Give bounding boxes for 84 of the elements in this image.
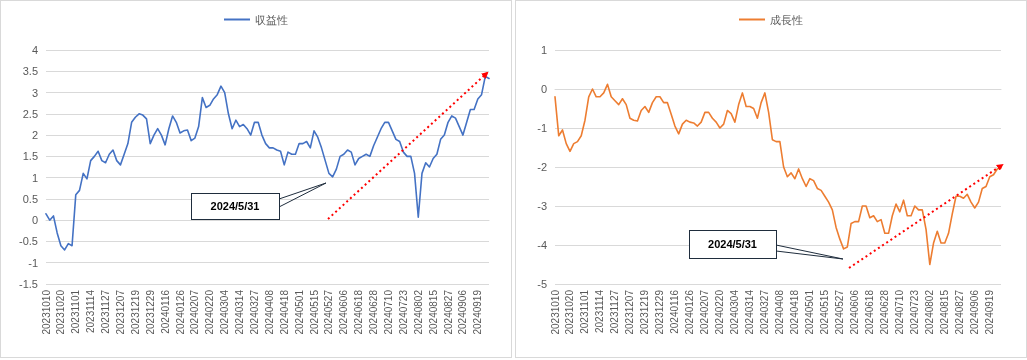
y-tick-label: 2.5 xyxy=(22,107,38,120)
y-tick-label: 1.5 xyxy=(22,150,38,163)
x-tick-label: 20240116 xyxy=(669,289,681,334)
x-tick-label: 20240327 xyxy=(759,289,771,335)
y-tick-label: 3 xyxy=(31,86,38,99)
x-tick-label: 20231219 xyxy=(129,289,141,335)
x-tick-label: 20240723 xyxy=(909,289,921,335)
y-tick-label: 0 xyxy=(31,214,38,227)
annotation: 2024/5/31 xyxy=(210,200,260,212)
x-tick-label: 20240126 xyxy=(684,289,696,335)
x-tick-label: 20240628 xyxy=(368,289,380,335)
x-tick-label: 20231101 xyxy=(579,289,591,334)
x-tick-label: 20240618 xyxy=(353,289,365,335)
x-tick-label: 20240207 xyxy=(189,289,201,335)
x-tick-label: 20240527 xyxy=(323,289,335,335)
y-tick-label: 4 xyxy=(31,44,38,56)
y-tick-label: 0.5 xyxy=(22,192,38,205)
x-tick-label: 20240515 xyxy=(819,289,831,335)
y-tick-label: -5 xyxy=(537,278,547,290)
x-tick-label: 20240327 xyxy=(248,289,260,335)
x-tick-label: 20240802 xyxy=(412,289,424,335)
x-tick-label: 20240418 xyxy=(278,289,290,335)
x-tick-label: 20231229 xyxy=(654,289,666,335)
x-tick-label: 20240827 xyxy=(954,289,966,335)
x-tick-label: 20240314 xyxy=(234,289,246,335)
y-tick-label: -3 xyxy=(537,200,547,212)
x-tick-label: 20240304 xyxy=(219,289,231,335)
x-tick-label: 20240710 xyxy=(382,289,394,335)
annotation: 2024/5/31 xyxy=(708,238,757,250)
x-tick-label: 20240501 xyxy=(804,289,816,335)
x-tick-label: 20240418 xyxy=(789,289,801,335)
x-tick-label: 20240906 xyxy=(457,289,469,335)
x-tick-label: 20240815 xyxy=(939,289,951,335)
x-tick-label: 20240501 xyxy=(293,289,305,335)
x-tick-label: 20240207 xyxy=(699,289,711,335)
x-tick-label: 20231101 xyxy=(70,289,82,334)
y-tick-label: 0 xyxy=(540,83,547,95)
x-tick-label: 20231219 xyxy=(639,289,651,335)
y-tick-label: -1 xyxy=(537,122,547,134)
x-tick-label: 20240408 xyxy=(774,289,786,335)
y-tick-label: -4 xyxy=(537,239,547,251)
x-tick-label: 20240126 xyxy=(174,289,186,335)
x-tick-label: 20240116 xyxy=(159,289,171,334)
y-tick-label: -0.5 xyxy=(19,235,38,248)
x-tick-label: 20240723 xyxy=(397,289,409,335)
x-tick-label: 20240220 xyxy=(204,289,216,335)
x-tick-label: 20231229 xyxy=(144,289,156,335)
x-tick-label: 20240304 xyxy=(729,289,741,335)
x-tick-label: 20240628 xyxy=(879,289,891,335)
x-tick-label: 20240710 xyxy=(894,289,906,335)
x-tick-label: 20240606 xyxy=(849,289,861,335)
y-tick-label: 1 xyxy=(31,171,38,184)
x-tick-label: 20240815 xyxy=(427,289,439,335)
y-tick-label: 1 xyxy=(540,44,547,56)
x-tick-label: 20240527 xyxy=(834,289,846,335)
x-tick-label: 20231010 xyxy=(40,289,52,335)
x-tick-label: 20240802 xyxy=(924,289,936,335)
x-tick-label: 20240606 xyxy=(338,289,350,335)
x-tick-label: 20231114 xyxy=(594,289,606,334)
x-tick-label: 20231127 xyxy=(609,289,621,334)
legend-label: 収益性 xyxy=(255,13,288,26)
x-tick-label: 20240919 xyxy=(472,289,484,335)
x-tick-label: 20240919 xyxy=(984,289,996,335)
x-tick-label: 20231127 xyxy=(100,289,112,334)
x-tick-label: 20240906 xyxy=(969,289,981,335)
x-tick-label: 20231010 xyxy=(549,289,561,335)
x-tick-label: 20240408 xyxy=(263,289,275,335)
x-tick-label: 20240515 xyxy=(308,289,320,335)
y-tick-label: 3.5 xyxy=(22,65,38,78)
x-tick-label: 20231114 xyxy=(85,289,97,334)
line-series xyxy=(45,75,490,251)
x-tick-label: 20231020 xyxy=(55,289,67,335)
y-tick-label: -1.5 xyxy=(19,278,38,290)
x-tick-label: 20240618 xyxy=(864,289,876,335)
x-tick-label: 20240220 xyxy=(714,289,726,335)
x-tick-label: 20231207 xyxy=(624,289,636,335)
x-tick-label: 20240827 xyxy=(442,289,454,335)
y-tick-label: -2 xyxy=(537,161,547,173)
legend-label: 成長性 xyxy=(770,13,803,26)
x-tick-label: 20240314 xyxy=(744,289,756,335)
x-tick-label: 20231207 xyxy=(114,289,126,335)
y-tick-label: -1 xyxy=(28,256,38,269)
x-tick-label: 20231020 xyxy=(564,289,576,335)
y-tick-label: 2 xyxy=(31,129,38,142)
